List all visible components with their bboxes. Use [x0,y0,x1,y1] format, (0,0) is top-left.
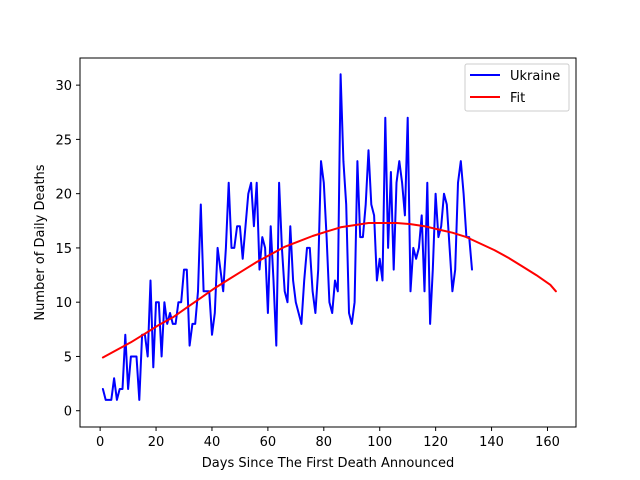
x-tick-label: 40 [204,435,221,450]
y-tick-label: 10 [55,296,72,311]
y-tick-label: 0 [64,405,72,420]
x-tick-label: 120 [423,435,448,450]
plot-frame [79,57,577,428]
series-line-ukraine [101,73,473,401]
y-tick-label: 15 [55,242,72,257]
y-tick-label: 5 [64,350,72,365]
x-tick-label: 20 [148,435,165,450]
y-tick-label: 25 [55,133,72,148]
x-tick-label: 60 [260,435,277,450]
y-tick-label: 20 [55,188,72,203]
x-tick-label: 160 [535,435,560,450]
x-axis-label: Days Since The First Death Announced [202,456,454,471]
plot-series [101,73,557,401]
y-tick-label: 30 [55,79,72,94]
series-line-fit [101,222,557,359]
x-tick-label: 100 [367,435,392,450]
x-tick-label: 80 [316,435,333,450]
x-tick-label: 0 [96,435,104,450]
y-axis-label: Number of Daily Deaths [33,164,48,320]
x-axis: 0 20 40 60 80 100 120 140 160 [96,427,560,450]
legend-label-fit: Fit [510,91,525,106]
legend: Ukraine Fit [464,63,570,112]
legend-label-ukraine: Ukraine [510,69,560,84]
y-axis: 0 5 10 15 20 25 30 [55,79,80,420]
x-tick-label: 140 [479,435,504,450]
